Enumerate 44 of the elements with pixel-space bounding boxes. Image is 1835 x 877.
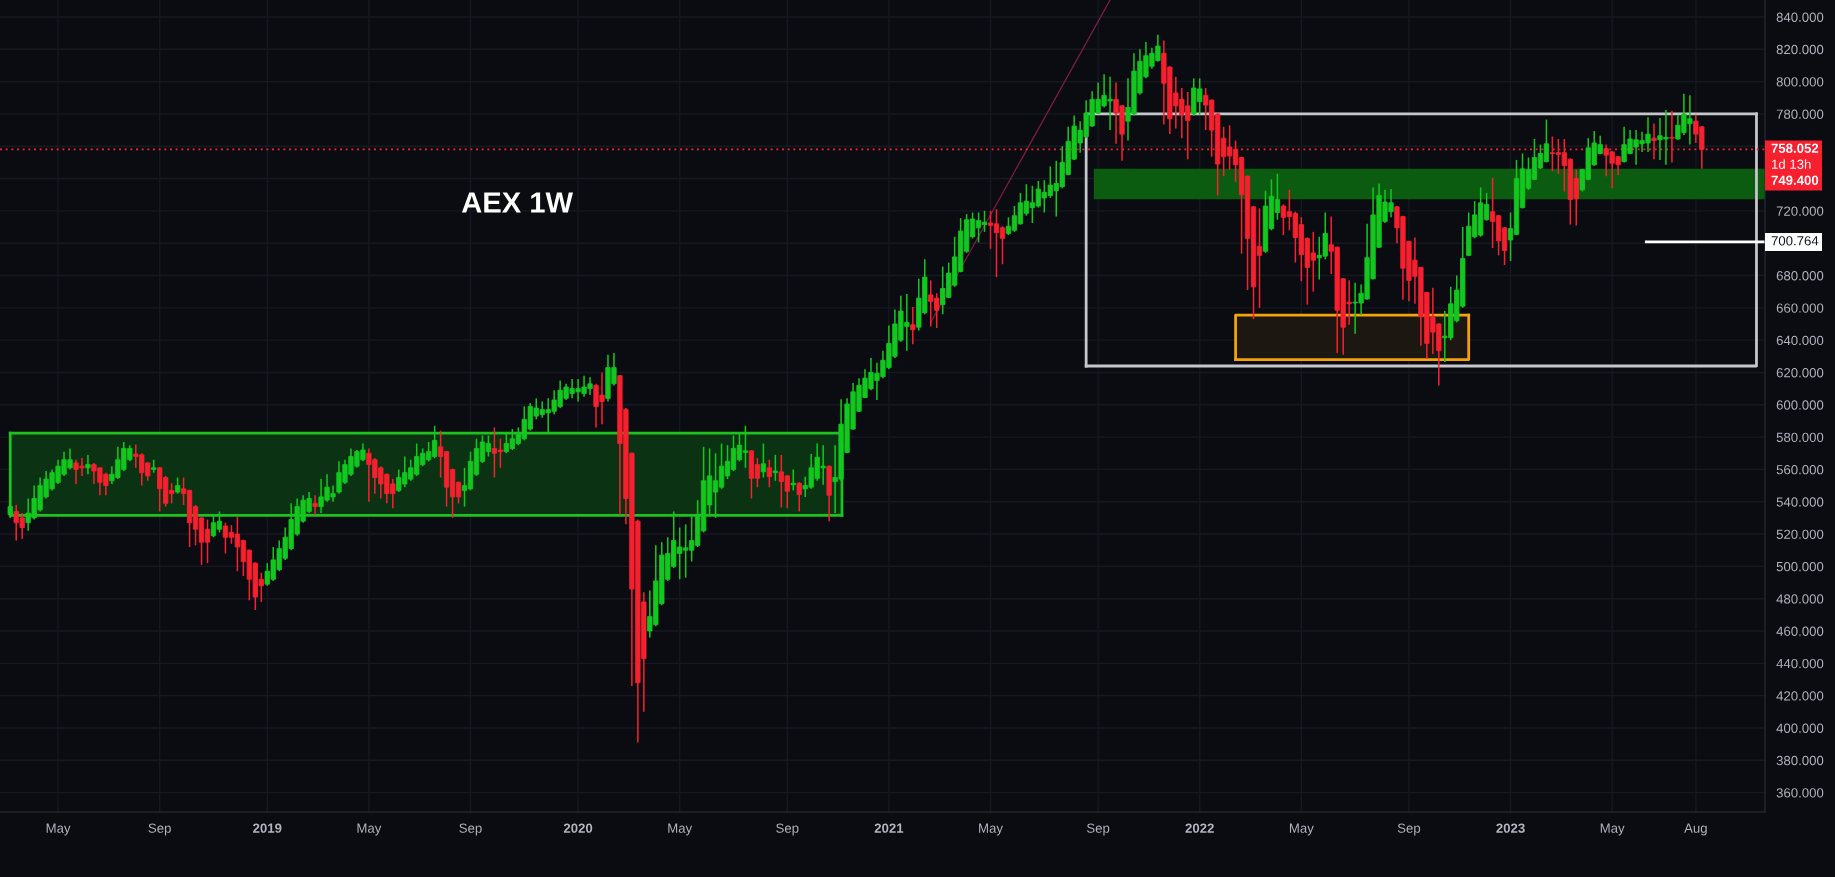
x-tick-label: Sep bbox=[776, 823, 799, 836]
y-tick-label: 780.000 bbox=[1776, 109, 1824, 119]
x-tick-label: Aug bbox=[1684, 823, 1707, 836]
x-tick-label: May bbox=[1289, 823, 1314, 836]
x-tick-label: May bbox=[1600, 823, 1625, 836]
x-tick-label: Sep bbox=[1397, 823, 1421, 836]
y-tick-label: 560.000 bbox=[1776, 464, 1824, 475]
y-tick-label: 720.000 bbox=[1776, 206, 1824, 216]
x-tick-label: 2023 bbox=[1496, 823, 1525, 833]
y-tick-label: 600.000 bbox=[1776, 400, 1824, 410]
x-tick-label: 2021 bbox=[874, 823, 904, 833]
ref-line-label: 758.052 bbox=[1771, 143, 1819, 153]
x-tick-label: 2020 bbox=[563, 823, 593, 833]
y-tick-label: 660.000 bbox=[1776, 303, 1824, 313]
x-tick-label: May bbox=[46, 823, 71, 836]
y-tick-label: 380.000 bbox=[1776, 755, 1824, 766]
y-tick-label: 680.000 bbox=[1776, 271, 1824, 281]
y-tick-label: 620.000 bbox=[1776, 368, 1824, 378]
y-tick-label: 520.000 bbox=[1776, 529, 1824, 539]
x-tick-label: May bbox=[357, 823, 382, 836]
data-label: 700.764 bbox=[1771, 236, 1819, 246]
y-tick-label: 800.000 bbox=[1776, 77, 1824, 87]
y-tick-label: 640.000 bbox=[1776, 335, 1824, 346]
y-tick-label: 360.000 bbox=[1776, 788, 1824, 798]
y-tick-label: 400.000 bbox=[1776, 723, 1824, 733]
y-tick-label: 420.000 bbox=[1776, 691, 1824, 701]
x-tick-label: May bbox=[668, 823, 693, 836]
text: AEX 1W bbox=[461, 192, 574, 213]
text: 1d 13h bbox=[1772, 159, 1811, 169]
x-tick-label: 2019 bbox=[253, 823, 282, 833]
y-tick-label: 840.000 bbox=[1776, 12, 1824, 22]
x-tick-label: Sep bbox=[148, 823, 171, 836]
y-tick-label: 540.000 bbox=[1776, 497, 1824, 507]
x-tick-label: May bbox=[979, 823, 1003, 836]
y-tick-label: 460.000 bbox=[1776, 626, 1824, 636]
y-tick-label: 440.000 bbox=[1776, 658, 1824, 669]
y-tick-label: 480.000 bbox=[1776, 594, 1824, 604]
x-tick-label: Sep bbox=[1086, 823, 1110, 836]
y-tick-label: 500.000 bbox=[1776, 561, 1824, 572]
y-tick-label: 580.000 bbox=[1776, 432, 1824, 443]
text: 749.400 bbox=[1771, 175, 1819, 185]
x-tick-label: 2022 bbox=[1185, 823, 1214, 833]
y-tick-label: 820.000 bbox=[1776, 44, 1824, 55]
x-tick-label: Sep bbox=[459, 823, 482, 836]
